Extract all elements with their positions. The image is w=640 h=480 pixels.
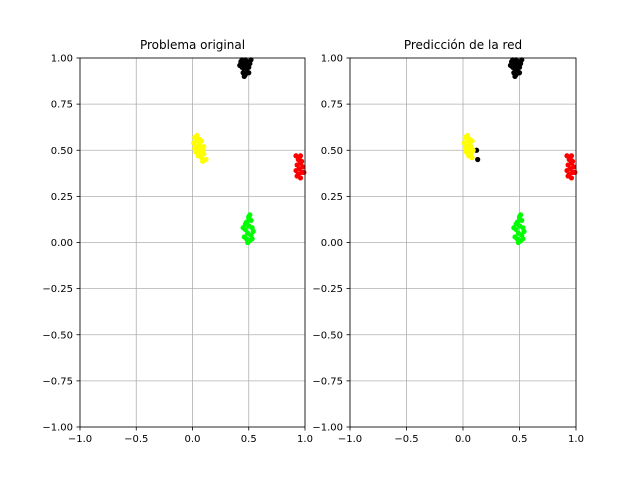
right-point-s1-15 xyxy=(469,138,475,144)
left-ytick-label-7: 0.75 xyxy=(51,100,73,111)
right-point-s3-11 xyxy=(521,228,527,235)
right-point-s2-13 xyxy=(572,169,578,175)
left-point-s2-8 xyxy=(300,164,306,170)
right-point-s2-12 xyxy=(565,173,571,179)
left-ytick-label-0: −1.00 xyxy=(42,423,73,434)
right-point-s2-14 xyxy=(568,153,575,159)
left-xtick-label-2: 0.0 xyxy=(185,434,201,445)
left-point-s1-8 xyxy=(201,151,207,157)
right-point-s0-18 xyxy=(519,57,525,63)
left-point-s3-11 xyxy=(250,228,256,235)
left-panel: Problema original −1.0 −0.5 0.0 0.5 1.0 −1.00… xyxy=(42,38,313,445)
left-point-s0-12 xyxy=(239,57,245,63)
left-point-s0-16 xyxy=(241,73,247,80)
right-xtick-label-1: −0.5 xyxy=(394,434,418,445)
left-point-s0-18 xyxy=(248,57,254,63)
left-ytick-label-1: −0.75 xyxy=(42,376,73,387)
right-point-s1-12 xyxy=(468,143,474,150)
left-point-s3-10 xyxy=(241,234,247,240)
right-ytick-label-5: 0.25 xyxy=(321,192,343,203)
right-point-s2-8 xyxy=(571,164,577,170)
right-ytick-label-2: −0.50 xyxy=(312,330,343,341)
left-ytick-label-8: 1.00 xyxy=(51,54,73,65)
left-panel-title: Problema original xyxy=(140,38,245,52)
right-point-s3-10 xyxy=(512,234,518,240)
right-ytick-label-1: −0.75 xyxy=(312,376,343,387)
left-point-s3-17 xyxy=(240,225,246,231)
left-xtick-label-0: −1.0 xyxy=(68,434,92,445)
left-point-s3-16 xyxy=(247,212,253,218)
right-xtick-label-3: 0.5 xyxy=(512,434,528,445)
left-xtick-label-3: 0.5 xyxy=(241,434,257,445)
right-ytick-label-3: −0.25 xyxy=(312,284,343,295)
right-ytick-label-0: −1.00 xyxy=(312,423,343,434)
left-point-s0-19 xyxy=(242,64,248,70)
right-point-s2-9 xyxy=(564,167,570,174)
left-point-s2-12 xyxy=(294,173,300,179)
left-point-s1-17 xyxy=(200,158,206,164)
right-xtick-label-0: −1.0 xyxy=(338,434,362,445)
left-point-s1-12 xyxy=(191,140,197,146)
right-ytick-label-8: 1.00 xyxy=(321,54,343,65)
left-ytick-label-4: 0.00 xyxy=(51,238,73,249)
right-panel: Predicción de la red −1.0 −0.5 0.0 0.5 1.0 −1… xyxy=(312,38,584,445)
left-ytick-label-5: 0.25 xyxy=(51,192,73,203)
right-point-s0-17 xyxy=(507,62,514,68)
left-ytick-label-6: 0.50 xyxy=(51,146,73,157)
left-point-s1-15 xyxy=(201,143,207,150)
left-point-s3-15 xyxy=(245,239,251,246)
left-point-s0-15 xyxy=(246,70,252,76)
left-point-s1-18 xyxy=(192,145,198,152)
left-xtick-label-1: −0.5 xyxy=(124,434,148,445)
left-point-s3-14 xyxy=(249,236,255,242)
right-ytick-label-4: 0.00 xyxy=(321,238,343,249)
left-point-s2-14 xyxy=(297,153,304,159)
left-point-s2-13 xyxy=(301,169,307,175)
left-ytick-label-3: −0.25 xyxy=(42,284,73,295)
right-point-s3-15 xyxy=(515,239,521,246)
right-ytick-label-6: 0.50 xyxy=(321,146,343,157)
left-point-s1-19 xyxy=(198,138,205,144)
right-point-s1-13 xyxy=(466,153,472,159)
left-point-s0-17 xyxy=(237,62,243,68)
right-xtick-label-2: 0.0 xyxy=(455,434,471,445)
right-point-s1-10 xyxy=(461,140,467,146)
right-point-s1-14 xyxy=(462,145,468,152)
right-point-s3-14 xyxy=(520,236,526,242)
right-point-s3-17 xyxy=(511,225,517,231)
right-point-s2-11 xyxy=(570,158,576,164)
right-point-s3-16 xyxy=(518,212,524,218)
right-xtick-label-4: 1.0 xyxy=(568,434,584,445)
left-point-s2-9 xyxy=(293,167,299,174)
left-xtick-label-4: 1.0 xyxy=(297,434,313,445)
right-point-s0-15 xyxy=(516,70,523,76)
right-point-s0-16 xyxy=(512,73,518,80)
right-ytick-label-7: 0.75 xyxy=(321,100,343,111)
left-ytick-label-2: −0.50 xyxy=(42,330,73,341)
right-point-s0-20 xyxy=(475,156,481,163)
right-point-s0-12 xyxy=(510,57,516,63)
right-panel-title: Predicción de la red xyxy=(404,38,522,52)
left-point-s1-16 xyxy=(195,153,201,159)
left-point-s2-11 xyxy=(299,158,305,164)
right-point-s0-14 xyxy=(514,60,520,67)
